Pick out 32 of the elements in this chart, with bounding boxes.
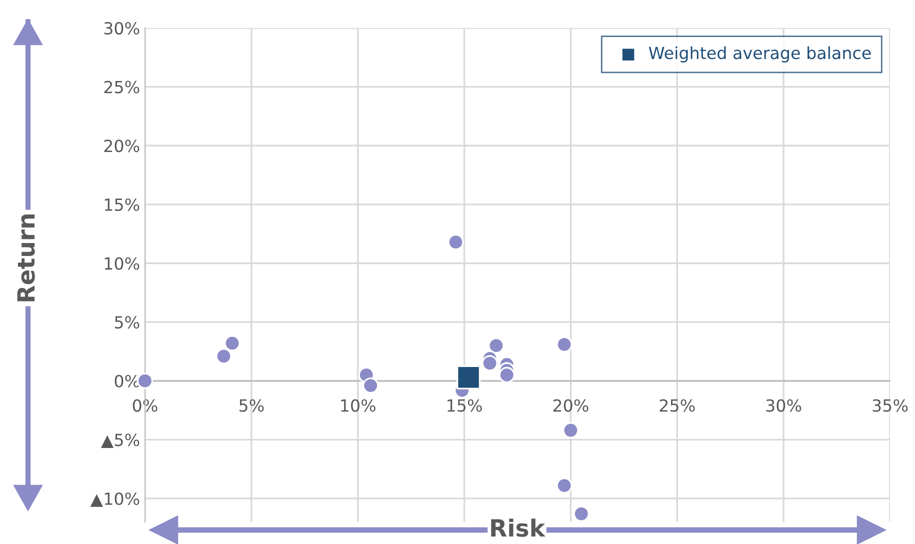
point: [224, 335, 240, 352]
x-axis-title: Risk: [491, 518, 546, 537]
x-tick-label: 10%: [341, 399, 376, 412]
legend-label: Weighted average balance: [648, 46, 871, 62]
x-tick-label: 30%: [766, 399, 802, 412]
point: [362, 377, 379, 394]
x-tick-label: 0%: [132, 399, 158, 412]
point: [488, 337, 504, 354]
y-tick-label: 20%: [104, 140, 140, 152]
point: [498, 366, 515, 384]
y-tick-label: 15%: [104, 198, 140, 211]
point: [448, 234, 464, 250]
x-tick-label: 5%: [239, 399, 264, 412]
point: [482, 355, 498, 372]
x-tick-label: 35%: [872, 399, 908, 412]
point: [556, 477, 572, 494]
x-tick-label: 15%: [448, 399, 482, 412]
point: [216, 348, 232, 364]
y-tick-label: 30%: [104, 22, 140, 35]
y-axis-title: Return: [17, 214, 35, 302]
point: [562, 422, 579, 438]
point: [573, 506, 590, 522]
y-tick-label: 10%: [104, 257, 140, 270]
point: [556, 336, 572, 353]
x-tick-label: 25%: [660, 399, 695, 412]
y-tick-label: 25%: [104, 80, 140, 94]
y-tick-label: 0%: [114, 374, 140, 388]
y-tick-label: 5%: [114, 316, 140, 329]
y-tick-label: ▲10%: [90, 492, 140, 507]
point: [456, 365, 481, 390]
y-tick-label: ▲5%: [100, 434, 140, 448]
x-tick-label: 20%: [553, 399, 588, 412]
